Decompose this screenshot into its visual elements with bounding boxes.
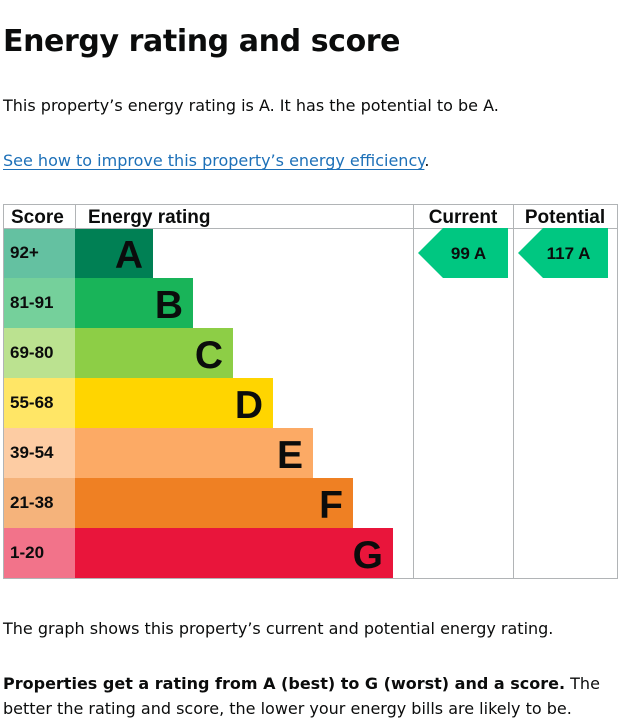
graph-description: The graph shows this property’s current …	[3, 619, 554, 638]
band-letter-b: B	[155, 284, 183, 327]
band-letter-g: G	[353, 534, 383, 577]
score-range-f: 21-38	[10, 493, 53, 512]
score-range-c: 69-80	[10, 343, 53, 362]
energy-rating-chart: Score Energy rating Current Potential 92+ A 81…	[3, 204, 618, 579]
improve-link-line: See how to improve this property’s energ…	[3, 149, 430, 173]
score-cell-a	[3, 228, 75, 278]
chart-border	[3, 204, 618, 579]
band-bar-a	[75, 228, 153, 278]
header-energy-rating: Energy rating	[88, 207, 210, 228]
band-bar-d	[75, 378, 273, 428]
band-bar-b	[75, 278, 193, 328]
rating-explanation-bold: Properties get a rating from A (best) to…	[3, 674, 566, 693]
score-range-d: 55-68	[10, 393, 53, 412]
rating-explanation-rest: The better the rating and score, the low…	[3, 674, 600, 718]
current-rating-label: 99 A	[451, 244, 486, 263]
band-bar-f	[75, 478, 353, 528]
header-potential: Potential	[525, 207, 605, 228]
band-letter-c: C	[195, 334, 223, 377]
rating-explanation: Properties get a rating from A (best) to…	[3, 671, 633, 721]
improve-efficiency-link[interactable]: See how to improve this property’s energ…	[3, 151, 425, 170]
score-range-b: 81-91	[10, 293, 53, 312]
score-cell-c	[3, 328, 75, 378]
score-cell-e	[3, 428, 75, 478]
band-letter-e: E	[277, 434, 303, 477]
potential-rating-label: 117 A	[547, 244, 591, 263]
score-cell-f	[3, 478, 75, 528]
band-letter-f: F	[319, 484, 343, 527]
header-current: Current	[429, 207, 498, 228]
link-suffix: .	[424, 151, 430, 170]
band-bar-e	[75, 428, 313, 478]
band-letter-a: A	[115, 234, 143, 277]
score-cell-b	[3, 278, 75, 328]
header-score: Score	[11, 207, 64, 228]
current-arrow	[418, 228, 508, 278]
rating-intro: This property’s energy rating is A. It h…	[3, 96, 499, 115]
score-cell-g	[3, 528, 75, 578]
band-letter-d: D	[235, 384, 263, 427]
score-range-a: 92+	[10, 243, 39, 262]
potential-arrow	[518, 228, 608, 278]
page-title: Energy rating and score	[3, 24, 401, 59]
band-bar-g	[75, 528, 393, 578]
score-range-e: 39-54	[10, 443, 54, 462]
band-bar-c	[75, 328, 233, 378]
score-cell-d	[3, 378, 75, 428]
score-range-g: 1-20	[10, 543, 44, 562]
